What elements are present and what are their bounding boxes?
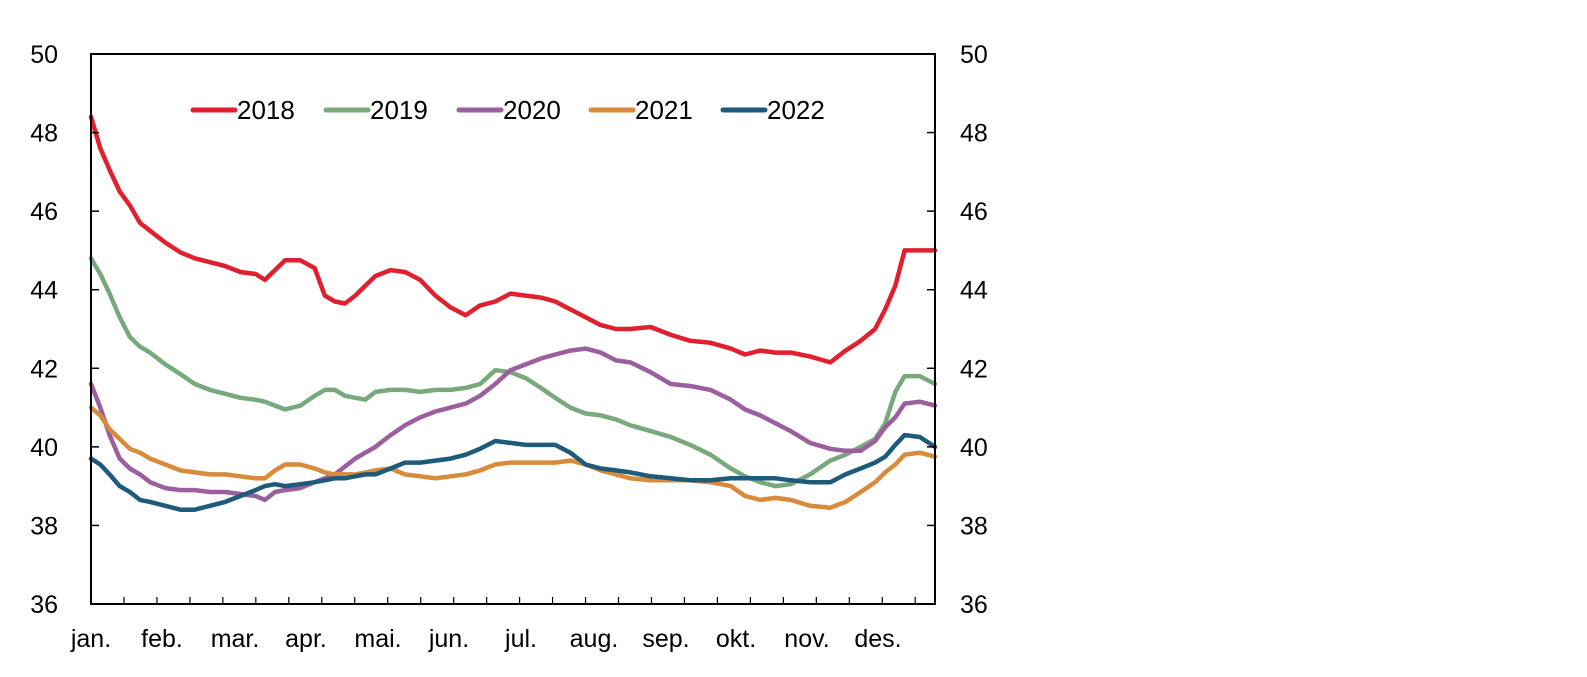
series-line-2021 (88, 405, 938, 510)
x-tick-label-6: jul. (504, 625, 537, 653)
y-tick-label-right: 44 (960, 277, 988, 305)
series-line-2020 (88, 346, 938, 503)
y-tick-label-right: 50 (960, 41, 988, 69)
x-tick-label-0: jan. (70, 625, 111, 653)
series-line-2022 (88, 432, 938, 512)
y-tick-label-left: 46 (30, 198, 58, 226)
x-tick-label-1: feb. (141, 625, 183, 653)
y-tick-label-right: 48 (960, 120, 988, 148)
legend-label-2022: 2022 (767, 95, 825, 125)
y-tick-label-left: 44 (30, 277, 58, 305)
y-tick-label-right: 46 (960, 198, 988, 226)
y-tick-label-right: 42 (960, 355, 988, 383)
series-layer (88, 114, 938, 512)
legend-label-2019: 2019 (370, 95, 428, 125)
series-line-2019 (88, 256, 938, 489)
legend-label-2020: 2020 (503, 95, 561, 125)
legend: 2018 2019 2020 2021 2022 (190, 95, 825, 125)
legend-label-2021: 2021 (635, 95, 693, 125)
y-tick-label-right: 38 (960, 512, 988, 540)
y-tick-label-left: 48 (30, 120, 58, 148)
x-tick-label-10: nov. (784, 625, 829, 653)
x-tick-label-4: mai. (354, 625, 401, 653)
y-tick-label-left: 36 (30, 591, 58, 619)
x-tick-label-9: okt. (716, 625, 756, 653)
y-tick-label-left: 50 (30, 41, 58, 69)
x-tick-label-5: jun. (428, 625, 469, 653)
x-tick-label-11: des. (854, 625, 901, 653)
y-tick-label-right: 36 (960, 591, 988, 619)
plot-frame (90, 53, 936, 605)
ticks-layer: 36 36 38 38 40 40 42 42 44 44 46 46 48 48 50 50 jan. feb.… (30, 41, 988, 653)
y-tick-label-left: 40 (30, 434, 58, 462)
x-tick-label-2: mar. (211, 625, 260, 653)
y-tick-label-left: 38 (30, 512, 58, 540)
x-tick-label-7: aug. (570, 625, 619, 653)
series-line-2018 (88, 114, 938, 365)
y-tick-label-right: 40 (960, 434, 988, 462)
x-tick-label-8: sep. (642, 625, 689, 653)
y-tick-label-left: 42 (30, 355, 58, 383)
legend-label-2018: 2018 (237, 95, 295, 125)
x-tick-label-3: apr. (285, 625, 327, 653)
